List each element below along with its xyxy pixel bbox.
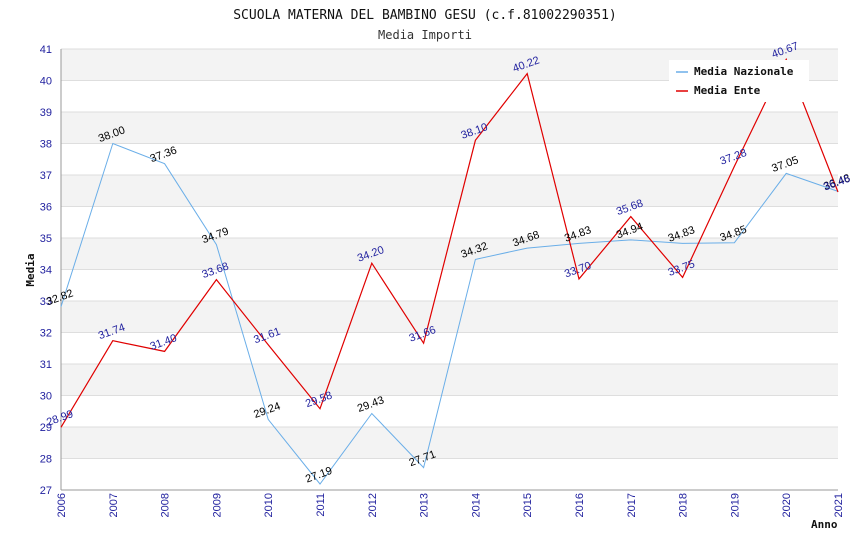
- y-tick-label: 28: [40, 454, 52, 466]
- grid-band: [61, 143, 838, 175]
- x-tick-label: 2021: [833, 493, 845, 517]
- grid-band: [61, 395, 838, 427]
- y-axis-label: Media: [24, 253, 37, 286]
- x-tick-label: 2007: [108, 493, 120, 517]
- y-tick-label: 31: [40, 359, 52, 371]
- x-tick-label: 2012: [367, 493, 379, 517]
- chart-title: SCUOLA MATERNA DEL BAMBINO GESU (c.f.810…: [233, 8, 617, 23]
- axes: 27 28 29 30 31 32 33 34 35 36 37 38 39 40 41 2006 2007 20…: [40, 44, 845, 517]
- legend-label-media-nazionale: Media Nazionale: [694, 65, 794, 78]
- x-tick-label: 2016: [574, 493, 586, 517]
- grid-band: [61, 175, 838, 207]
- y-tick-label: 39: [40, 107, 52, 119]
- x-tick-label: 2013: [419, 493, 431, 517]
- x-tick-label: 2014: [470, 493, 482, 517]
- x-tick-label: 2008: [160, 493, 172, 517]
- y-tick-label: 37: [40, 170, 52, 182]
- chart-subtitle: Media Importi: [378, 28, 472, 42]
- grid-bands: [61, 49, 838, 490]
- grid-band: [61, 269, 838, 301]
- grid-band: [61, 458, 838, 490]
- x-tick-label: 2011: [315, 493, 327, 517]
- y-tick-label: 41: [40, 44, 52, 56]
- x-tick-label: 2015: [522, 493, 534, 517]
- y-tick-label: 29: [40, 422, 52, 434]
- grid-band: [61, 427, 838, 459]
- x-tick-label: 2018: [678, 493, 690, 517]
- x-tick-label: 2017: [626, 493, 638, 517]
- x-tick-label: 2010: [263, 493, 275, 517]
- y-tick-label: 38: [40, 139, 52, 151]
- y-tick-label: 34: [40, 265, 52, 277]
- x-tick-label: 2019: [729, 493, 741, 517]
- grid-band: [61, 332, 838, 364]
- y-tick-label: 32: [40, 328, 52, 340]
- series-lines: [60, 57, 839, 485]
- x-tick-label: 2020: [781, 493, 793, 517]
- x-tick-label: 2006: [56, 493, 68, 517]
- x-tick-label: 2009: [211, 493, 223, 517]
- x-axis-label: Anno: [811, 518, 838, 531]
- series-line-media-nazionale: [60, 142, 839, 485]
- legend: Media Nazionale Media Ente: [669, 60, 809, 102]
- y-tick-label: 33: [40, 296, 52, 308]
- y-tick-label: 35: [40, 233, 52, 245]
- grid-band: [61, 112, 838, 144]
- y-tick-label: 30: [40, 391, 52, 403]
- grid-band: [61, 301, 838, 333]
- legend-box: [669, 60, 809, 102]
- y-tick-label: 40: [40, 76, 52, 88]
- series-line-media-ente: [60, 57, 839, 428]
- grid-band: [61, 364, 838, 396]
- y-tick-label: 27: [40, 485, 52, 497]
- y-tick-label: 36: [40, 202, 52, 214]
- legend-label-media-ente: Media Ente: [694, 84, 761, 97]
